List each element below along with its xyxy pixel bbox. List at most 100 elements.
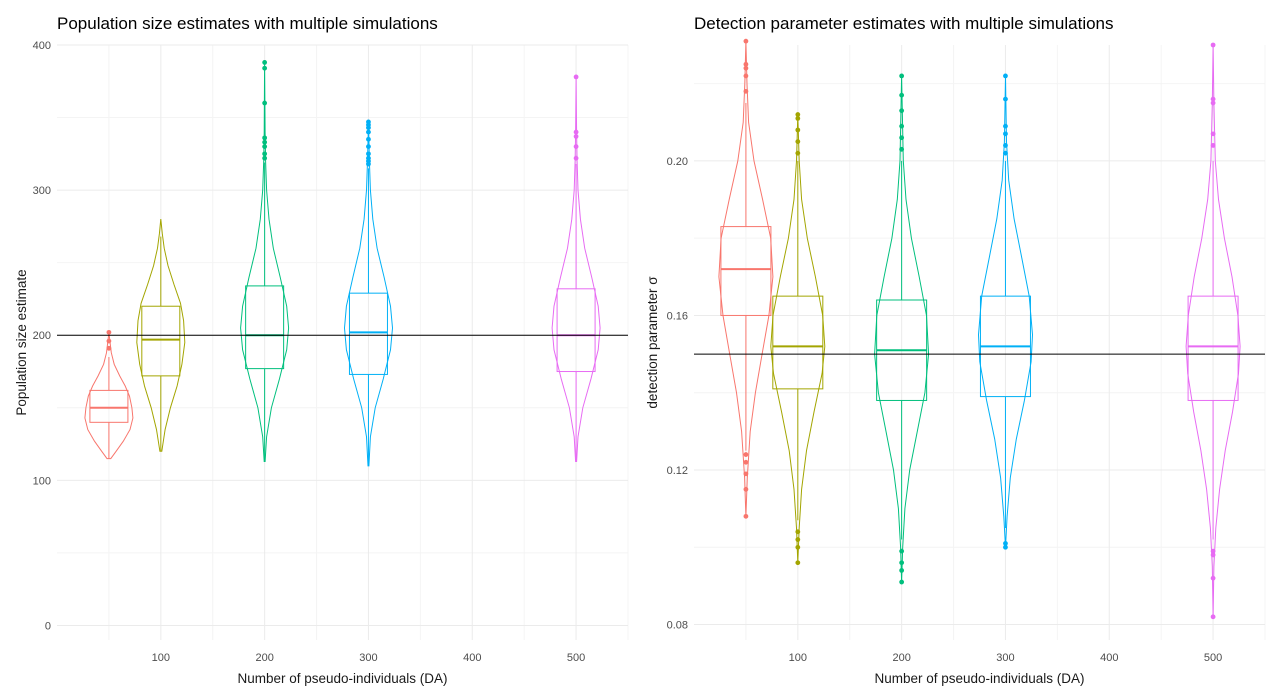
- outlier-point: [899, 135, 905, 141]
- outlier-point: [573, 155, 579, 161]
- y-tick-label: 0.16: [667, 310, 688, 322]
- y-axis-label: detection parameter σ: [645, 276, 660, 409]
- outlier-point: [743, 38, 749, 44]
- x-tick-label: 500: [1204, 652, 1222, 664]
- outlier-point: [1003, 544, 1008, 550]
- y-tick-label: 0.08: [667, 620, 688, 632]
- outlier-point: [366, 119, 371, 125]
- outlier-point: [1003, 73, 1008, 79]
- x-tick-label: 500: [567, 652, 585, 664]
- outlier-point: [1210, 42, 1216, 48]
- box-100: [772, 295, 824, 390]
- y-tick-label: 0.20: [667, 156, 688, 168]
- outlier-point: [366, 144, 371, 149]
- x-tick-label: 100: [789, 652, 807, 664]
- outlier-point: [795, 537, 801, 542]
- outlier-point: [1210, 552, 1216, 558]
- outlier-point: [743, 73, 749, 79]
- box-500: [556, 288, 596, 373]
- outlier-point: [795, 116, 801, 121]
- outlier-point: [573, 74, 579, 80]
- outlier-point: [743, 61, 749, 67]
- violin-50: [84, 332, 134, 460]
- outlier-point: [366, 151, 371, 157]
- outlier-point: [795, 127, 801, 133]
- outlier-point: [106, 329, 112, 335]
- outlier-point: [1003, 123, 1008, 129]
- outlier-point: [262, 155, 268, 161]
- outlier-point: [743, 471, 749, 477]
- outlier-point: [899, 568, 905, 573]
- population-size-panel: 100 200 300 400 500 0 100 200 300 400 Population s…: [14, 14, 629, 686]
- outlier-point: [1210, 614, 1216, 620]
- x-tick-label: 200: [255, 652, 273, 664]
- x-tick-label: 400: [463, 652, 481, 664]
- x-tick-label: 300: [359, 652, 377, 664]
- y-tick-label: 400: [33, 40, 51, 52]
- outlier-point: [106, 338, 112, 344]
- outlier-point: [1210, 131, 1216, 137]
- outlier-point: [795, 150, 801, 156]
- x-axis-label: Number of pseudo-individuals (DA): [237, 671, 447, 686]
- outlier-point: [573, 144, 579, 149]
- outlier-point: [1003, 541, 1008, 546]
- outlier-point: [743, 459, 749, 465]
- outlier-point: [1210, 575, 1216, 581]
- outlier-point: [1210, 143, 1216, 148]
- x-tick-label: 100: [152, 652, 170, 664]
- outlier-point: [366, 129, 371, 135]
- y-tick-label: 0: [45, 620, 51, 632]
- outlier-point: [262, 151, 268, 157]
- detection-parameter-panel: 100 200 300 400 500 0.08 0.12 0.16 0.20 Detection…: [645, 14, 1266, 686]
- box-200: [245, 285, 285, 370]
- outlier-point: [262, 135, 268, 141]
- outlier-point: [899, 92, 905, 98]
- outlier-point: [795, 112, 801, 117]
- box-100: [141, 305, 181, 377]
- box-50: [89, 389, 129, 423]
- outlier-point: [262, 100, 268, 106]
- outlier-point: [1210, 100, 1216, 106]
- y-axis-label: Population size estimate: [14, 269, 29, 415]
- y-tick-label: 0.12: [667, 465, 688, 477]
- chart-title: Detection parameter estimates with multi…: [694, 14, 1114, 33]
- outlier-point: [106, 345, 112, 351]
- outlier-point: [262, 65, 268, 71]
- box-500: [1187, 295, 1239, 401]
- outlier-point: [743, 452, 749, 457]
- outlier-point: [899, 73, 905, 79]
- y-tick-label: 300: [33, 185, 51, 197]
- outlier-point: [1003, 96, 1008, 102]
- x-tick-label: 300: [996, 652, 1014, 664]
- outlier-point: [899, 108, 905, 114]
- outlier-point: [899, 123, 905, 129]
- outlier-point: [366, 136, 371, 142]
- outlier-point: [1210, 548, 1216, 554]
- box-300: [348, 292, 388, 375]
- outlier-point: [899, 560, 905, 566]
- outlier-point: [573, 129, 579, 135]
- outlier-point: [795, 529, 801, 535]
- outlier-point: [573, 134, 579, 139]
- outlier-point: [1210, 96, 1216, 102]
- outlier-point: [262, 144, 268, 149]
- violin-500: [551, 76, 601, 462]
- outlier-point: [743, 65, 749, 71]
- outlier-point: [1003, 131, 1008, 137]
- outlier-point: [743, 513, 749, 519]
- outlier-point: [899, 146, 905, 152]
- box-50: [720, 226, 772, 316]
- outlier-point: [262, 139, 268, 145]
- outlier-point: [795, 139, 801, 144]
- x-tick-label: 200: [892, 652, 910, 664]
- outlier-point: [743, 88, 749, 94]
- outlier-point: [899, 579, 905, 585]
- outlier-point: [262, 60, 268, 65]
- x-axis-label: Number of pseudo-individuals (DA): [874, 671, 1084, 686]
- chart-title: Population size estimates with multiple …: [57, 14, 438, 33]
- outlier-point: [795, 560, 801, 566]
- outlier-point: [899, 548, 905, 554]
- outlier-point: [1003, 143, 1008, 148]
